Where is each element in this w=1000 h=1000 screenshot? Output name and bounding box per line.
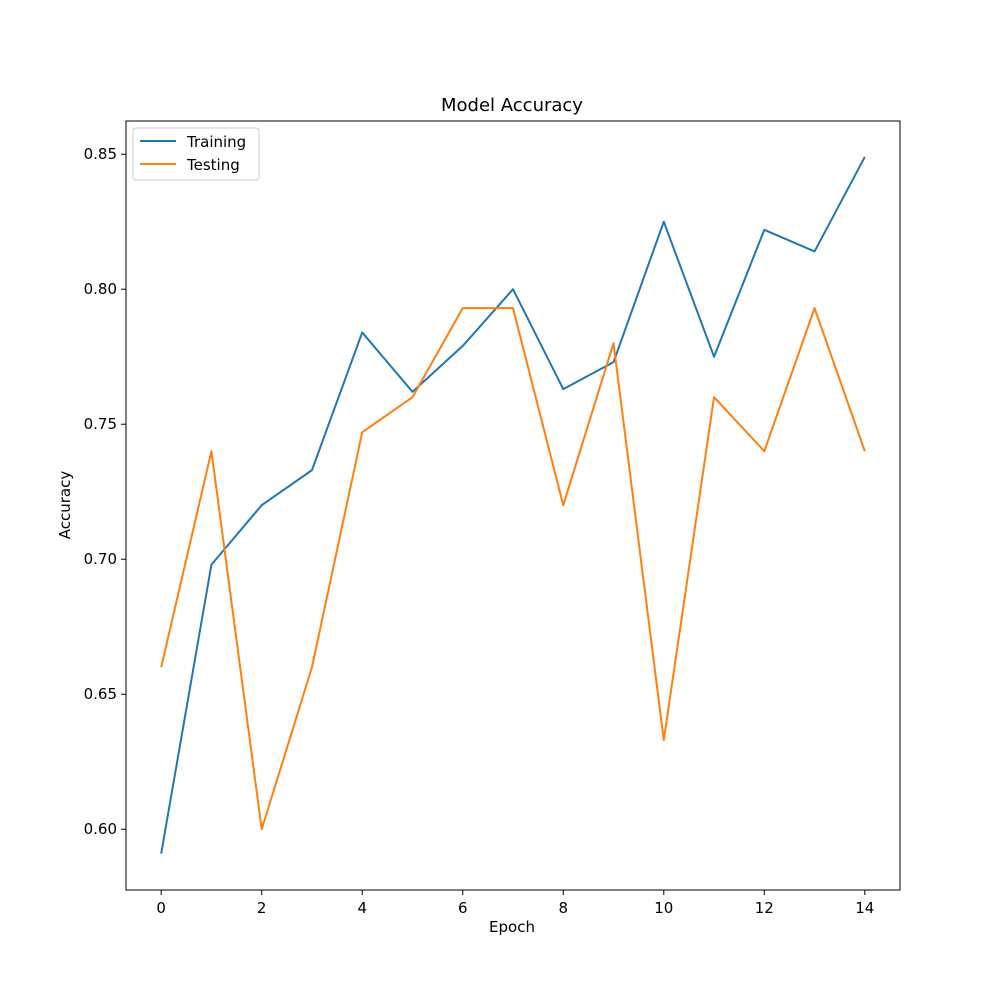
plot-frame <box>125 120 901 891</box>
x-tick-label: 14 <box>855 899 874 917</box>
y-tick-label: 0.65 <box>84 685 117 703</box>
x-tick-label: 2 <box>257 899 267 917</box>
x-axis-label: Epoch <box>489 918 535 936</box>
y-tick-label: 0.75 <box>84 415 117 433</box>
legend: Training Testing <box>132 127 260 181</box>
x-tick-label: 12 <box>755 899 774 917</box>
x-tick-label: 0 <box>156 899 166 917</box>
x-axis-ticks: 0 2 4 6 8 10 12 14 <box>156 890 874 917</box>
y-tick-label: 0.70 <box>84 550 117 568</box>
legend-label-testing: Testing <box>186 156 240 174</box>
x-tick-label: 6 <box>458 899 468 917</box>
y-axis-ticks: 0.60 0.65 0.70 0.75 0.80 0.85 <box>84 145 126 838</box>
x-tick-label: 4 <box>357 899 367 917</box>
x-tick-label: 8 <box>558 899 568 917</box>
y-axis-label: Accuracy <box>56 471 74 540</box>
y-tick-label: 0.60 <box>84 820 117 838</box>
plot-lines <box>160 156 866 854</box>
legend-label-training: Training <box>186 133 246 151</box>
series-line-testing <box>160 307 866 831</box>
y-tick-label: 0.80 <box>84 280 117 298</box>
x-tick-label: 10 <box>654 899 673 917</box>
chart-title: Model Accuracy <box>441 95 583 116</box>
series-line-training <box>160 156 866 854</box>
y-tick-label: 0.85 <box>84 145 117 163</box>
